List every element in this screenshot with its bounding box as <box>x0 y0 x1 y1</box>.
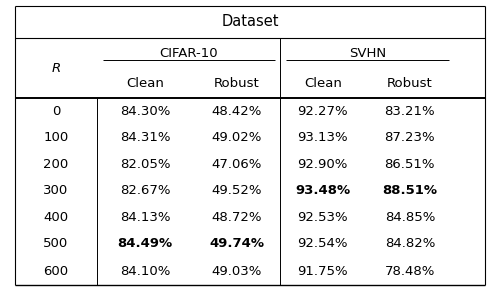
Text: $R$: $R$ <box>51 61 61 74</box>
Text: 93.48%: 93.48% <box>295 184 350 197</box>
Text: 86.51%: 86.51% <box>385 158 435 171</box>
Text: Robust: Robust <box>387 77 433 90</box>
Text: Robust: Robust <box>214 77 260 90</box>
Text: 84.10%: 84.10% <box>120 265 171 278</box>
Text: Clean: Clean <box>126 77 164 90</box>
Text: 49.02%: 49.02% <box>212 131 262 144</box>
Text: 92.90%: 92.90% <box>297 158 348 171</box>
Text: 49.03%: 49.03% <box>212 265 262 278</box>
Text: CIFAR-10: CIFAR-10 <box>159 47 218 60</box>
Text: SVHN: SVHN <box>349 47 386 60</box>
Text: 92.54%: 92.54% <box>297 238 348 250</box>
Text: 93.13%: 93.13% <box>297 131 348 144</box>
Text: 200: 200 <box>43 158 69 171</box>
Text: 0: 0 <box>51 105 60 118</box>
Text: 600: 600 <box>43 265 69 278</box>
Text: 49.74%: 49.74% <box>209 238 265 250</box>
Text: 300: 300 <box>43 184 69 197</box>
Text: 82.67%: 82.67% <box>120 184 171 197</box>
Text: 92.53%: 92.53% <box>297 211 348 224</box>
Text: 84.31%: 84.31% <box>120 131 171 144</box>
Text: 84.13%: 84.13% <box>120 211 171 224</box>
Text: 49.52%: 49.52% <box>212 184 262 197</box>
Text: 48.42%: 48.42% <box>212 105 262 118</box>
Text: 48.72%: 48.72% <box>212 211 262 224</box>
Text: 83.21%: 83.21% <box>385 105 435 118</box>
Text: Dataset: Dataset <box>221 14 279 29</box>
Text: 88.51%: 88.51% <box>382 184 438 197</box>
Text: 84.85%: 84.85% <box>385 211 435 224</box>
Text: 84.82%: 84.82% <box>385 238 435 250</box>
Text: 82.05%: 82.05% <box>120 158 171 171</box>
Text: 91.75%: 91.75% <box>297 265 348 278</box>
Text: 47.06%: 47.06% <box>212 158 262 171</box>
Text: 100: 100 <box>43 131 69 144</box>
Text: 500: 500 <box>43 238 69 250</box>
Text: 87.23%: 87.23% <box>385 131 435 144</box>
Text: 400: 400 <box>43 211 69 224</box>
Text: 92.27%: 92.27% <box>297 105 348 118</box>
Text: 84.49%: 84.49% <box>118 238 173 250</box>
Text: 78.48%: 78.48% <box>385 265 435 278</box>
Text: 84.30%: 84.30% <box>120 105 171 118</box>
Text: Clean: Clean <box>304 77 342 90</box>
